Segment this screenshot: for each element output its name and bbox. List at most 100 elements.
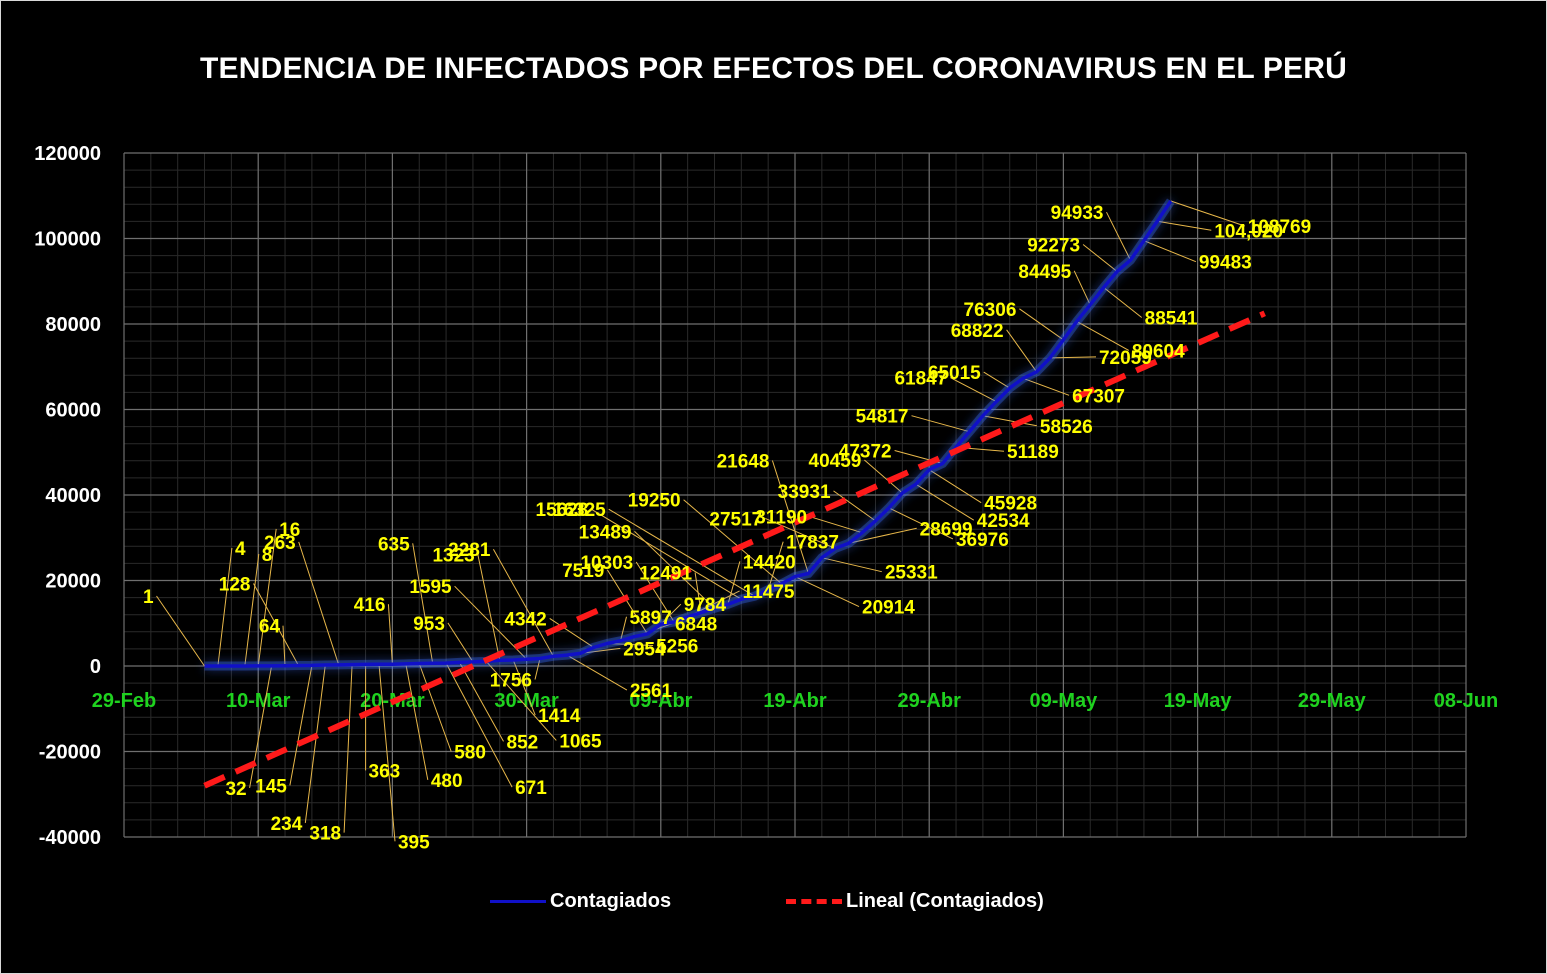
data-label: 32 (225, 779, 246, 800)
data-label: 65015 (928, 363, 981, 384)
legend-label-contagiados: Contagiados (550, 890, 672, 912)
data-label-leader (418, 663, 452, 752)
data-label-leader (304, 664, 326, 824)
data-label: 94933 (1051, 203, 1104, 224)
data-label: 263 (264, 533, 296, 554)
data-label: 108769 (1248, 217, 1311, 238)
data-label-leader (1049, 356, 1097, 359)
x-tick-label: 10-Mar (226, 690, 291, 712)
data-label: 480 (431, 771, 463, 792)
data-label-leader (767, 541, 784, 590)
data-label-leader (378, 664, 396, 842)
data-label: 15628 (535, 500, 588, 521)
legend-swatch-solid-blue (490, 900, 546, 904)
data-label-leader (634, 530, 715, 609)
data-label-leader (485, 661, 557, 741)
data-label-leader (249, 665, 273, 788)
x-tick-label: 09-Abr (629, 690, 693, 712)
data-label: 12491 (639, 564, 692, 585)
data-label: 4342 (504, 609, 546, 630)
data-label-leader (244, 553, 260, 667)
x-tick-label: 29-May (1298, 690, 1367, 712)
legend-swatch-dashed-red (786, 899, 842, 905)
data-label-leader (447, 622, 474, 663)
data-label-leader (566, 654, 628, 691)
data-label-leader (1170, 200, 1245, 227)
data-label: 635 (378, 534, 410, 555)
y-tick-label: 20000 (45, 571, 101, 593)
y-tick-label: -40000 (39, 827, 101, 849)
data-label: 5256 (656, 637, 698, 658)
data-label: 2954 (623, 639, 666, 660)
data-label-leader (794, 576, 860, 608)
data-label: 67307 (1072, 386, 1125, 407)
data-label-leader (1073, 270, 1091, 306)
data-label: 17837 (786, 533, 839, 554)
data-label-leader (1106, 211, 1131, 261)
data-label: 1323 (432, 545, 474, 566)
data-label-leader (888, 507, 954, 540)
data-label-leader (387, 604, 393, 665)
data-label-leader (771, 460, 809, 574)
data-label: 4 (235, 539, 246, 560)
data-label-leader (982, 415, 1037, 427)
data-label: 27517 (709, 509, 762, 530)
legend-item-contagiados: Contagiados (490, 890, 671, 913)
data-label-leader (412, 543, 434, 664)
data-label: 1065 (559, 731, 602, 752)
data-label: 16325 (553, 500, 606, 521)
data-label-leader (928, 469, 982, 504)
data-label-leader (1082, 244, 1118, 272)
x-axis-tick-labels: 29-Feb10-Mar20-Mar30-Mar09-Abr19-Abr29-A… (92, 690, 1498, 712)
data-label: 1 (143, 587, 154, 608)
data-label: 2281 (448, 540, 491, 561)
data-label: 25331 (885, 563, 938, 584)
data-label-leader (1076, 320, 1130, 351)
data-label: 61847 (894, 369, 947, 390)
y-axis-tick-labels: -40000 -20000 0 20000 40000 60000 80000 100000 1… (34, 143, 101, 849)
data-label: 80604 (1132, 341, 1185, 362)
data-label: 9784 (684, 595, 727, 616)
data-label: 42534 (977, 511, 1030, 532)
data-label-leader (727, 561, 741, 605)
data-label: 28699 (920, 519, 973, 540)
data-label-leader (445, 662, 513, 788)
data-label: 20914 (862, 598, 915, 619)
data-labels: 1 4 8 16 32 64 128 145 234 263 318 363 395 416 480 580 6… (143, 203, 1311, 853)
data-label-leader (635, 561, 675, 623)
data-label: 2561 (630, 681, 673, 702)
y-tick-label: 100000 (34, 229, 101, 251)
data-label: 76306 (964, 300, 1017, 321)
x-tick-label: 29-Abr (898, 690, 962, 712)
data-label: 395 (398, 832, 430, 853)
data-label: 19250 (628, 491, 681, 512)
data-label: 92273 (1027, 236, 1080, 257)
legend-item-lineal: Lineal (Contagiados) (786, 890, 1044, 913)
data-label-leader (683, 499, 782, 585)
data-label-leader (864, 459, 903, 494)
data-label: 234 (271, 814, 303, 835)
x-tick-label: 30-Mar (494, 690, 559, 712)
data-label-leader (591, 508, 742, 600)
data-label-leader (608, 508, 755, 597)
data-label: 852 (507, 732, 539, 753)
y-tick-label: 40000 (45, 485, 101, 507)
data-label-leader (257, 528, 277, 666)
x-tick-label: 19-Abr (763, 690, 827, 712)
y-tick-label: 60000 (45, 400, 101, 422)
trendline-lineal (203, 310, 1266, 789)
data-label: 128 (219, 574, 251, 595)
data-label-leader (809, 516, 863, 534)
data-label-leader (821, 557, 882, 573)
data-label-leader (282, 625, 286, 666)
data-label: 45928 (984, 494, 1037, 515)
data-label: 1595 (409, 577, 452, 598)
data-label-leader (915, 483, 975, 521)
legend-label-lineal: Lineal (Contagiados) (846, 890, 1044, 912)
data-label: 64 (259, 617, 281, 638)
data-label: 47372 (839, 441, 892, 462)
data-label: 13489 (579, 522, 632, 543)
data-label: 51189 (1007, 442, 1059, 463)
data-label-leader (1157, 220, 1212, 231)
